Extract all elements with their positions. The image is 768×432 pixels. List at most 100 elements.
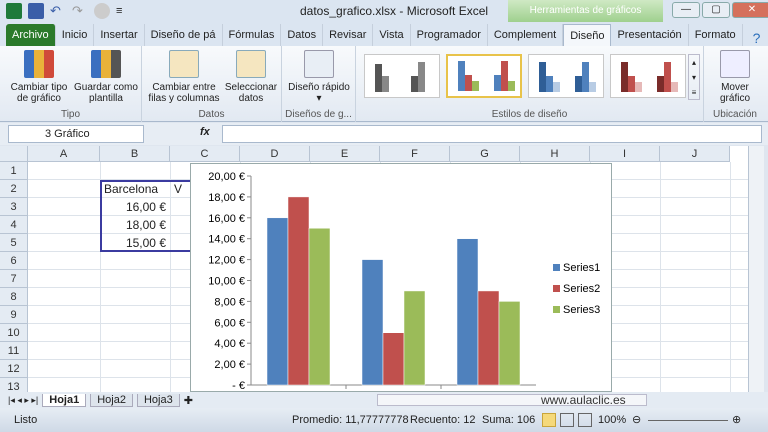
tab-diseno[interactable]: Diseño [563, 24, 612, 46]
row-header[interactable]: 11 [0, 342, 28, 360]
page-layout-icon[interactable] [560, 413, 574, 427]
bar-series2-1 [287, 196, 310, 386]
column-header[interactable]: C [170, 146, 240, 162]
y-tick-label: 6,00 € [214, 317, 245, 329]
close-button[interactable]: ✕ [732, 2, 768, 18]
row-header[interactable]: 10 [0, 324, 28, 342]
bar-series3-2 [403, 290, 426, 386]
tab-insertar[interactable]: Insertar [94, 24, 145, 46]
name-box[interactable]: 3 Gráfico [8, 125, 144, 143]
legend-swatch [553, 285, 560, 292]
column-header[interactable]: A [28, 146, 100, 162]
cell-b4[interactable]: 18,00 € [125, 218, 166, 232]
tab-diseno-pagina[interactable]: Diseño de pá [145, 24, 223, 46]
sheet-tab-hoja1[interactable]: Hoja1 [42, 393, 87, 407]
y-tick-label: 8,00 € [214, 296, 245, 308]
bar-series3-3 [498, 301, 521, 386]
select-data-button[interactable]: Seleccionar datos [222, 50, 280, 104]
quick-access-toolbar: ↶ ↷ ≡ [6, 3, 122, 19]
data-range-highlight [100, 180, 190, 252]
row-header[interactable]: 5 [0, 234, 28, 252]
save-template-button[interactable]: Guardar como plantilla [72, 50, 140, 104]
row-header[interactable]: 1 [0, 162, 28, 180]
new-sheet-icon[interactable]: ✚ [183, 394, 193, 407]
page-break-icon[interactable] [578, 413, 592, 427]
tab-complementos[interactable]: Complement [488, 24, 564, 46]
row-header[interactable]: 7 [0, 270, 28, 288]
row-header[interactable]: 2 [0, 180, 28, 198]
cell-b5[interactable]: 15,00 € [125, 236, 166, 250]
column-header[interactable]: D [240, 146, 310, 162]
maximize-button[interactable]: ▢ [702, 2, 730, 18]
tab-datos[interactable]: Datos [281, 24, 324, 46]
cell-b2[interactable]: Barcelona [104, 182, 159, 196]
row-header[interactable]: 3 [0, 198, 28, 216]
chart[interactable]: - € 2,00 € 4,00 € 6,00 € 8,00 € 10,00 € 12,00 … [190, 163, 612, 392]
column-header[interactable]: G [450, 146, 520, 162]
change-chart-type-button[interactable]: Cambiar tipo de gráfico [6, 50, 72, 104]
tab-revisar[interactable]: Revisar [323, 24, 374, 46]
worksheet-grid[interactable]: A B C D E F G H I J 1 2 3 4 5 6 7 8 9 10 11 12 13 Barcelona V 16,… [0, 146, 748, 392]
sheet-tab-hoja2[interactable]: Hoja2 [90, 393, 133, 407]
tab-inicio[interactable]: Inicio [56, 24, 95, 46]
window-title: datos_grafico.xlsx - Microsoft Excel [300, 4, 489, 18]
formula-input[interactable] [222, 125, 762, 143]
move-chart-icon [720, 50, 750, 78]
chart-style-red[interactable] [610, 54, 686, 98]
vertical-scrollbar[interactable] [748, 146, 764, 392]
undo-icon[interactable]: ↶ [50, 3, 61, 18]
column-header[interactable]: B [100, 146, 170, 162]
column-header[interactable]: F [380, 146, 450, 162]
chart-style-color[interactable] [446, 54, 522, 98]
fx-icon[interactable]: fx [200, 126, 210, 138]
group-estilos: ▴ ▾ ≡ Estilos de diseño [356, 46, 704, 122]
legend-label: Series1 [563, 262, 600, 274]
switch-row-column-button[interactable]: Cambiar entre filas y columnas [146, 50, 222, 104]
column-header[interactable]: H [520, 146, 590, 162]
move-chart-button[interactable]: Mover gráfico [708, 50, 762, 104]
horizontal-scrollbar[interactable] [376, 394, 647, 406]
normal-view-icon[interactable] [542, 413, 556, 427]
column-header[interactable]: I [590, 146, 660, 162]
row-header[interactable]: 9 [0, 306, 28, 324]
quick-layout-button[interactable]: Diseño rápido ▾ [288, 50, 350, 104]
row-header[interactable]: 4 [0, 216, 28, 234]
zoom-slider[interactable] [648, 420, 728, 421]
cell-c2[interactable]: V [174, 182, 183, 196]
tab-programador[interactable]: Programador [411, 24, 488, 46]
column-header[interactable]: E [310, 146, 380, 162]
tab-formato[interactable]: Formato [689, 24, 743, 46]
chart-style-blue[interactable] [528, 54, 604, 98]
tab-presentacion[interactable]: Presentación [611, 24, 689, 46]
sheet-tab-hoja3[interactable]: Hoja3 [136, 393, 180, 407]
column-header[interactable]: J [660, 146, 730, 162]
status-count: Recuento: 12 [410, 414, 476, 426]
y-tick-label: 14,00 € [208, 234, 245, 246]
bar-series1-2 [361, 259, 384, 386]
help-icon[interactable]: ? [752, 30, 761, 46]
zoom-in-icon[interactable]: ⊕ [732, 414, 742, 426]
select-all-corner[interactable] [0, 146, 28, 162]
tab-vista[interactable]: Vista [373, 24, 411, 46]
group-label: Datos [198, 109, 225, 120]
redo-icon[interactable]: ↷ [72, 3, 83, 18]
row-header[interactable]: 8 [0, 288, 28, 306]
customize-qat-icon[interactable]: ≡ [116, 5, 123, 17]
status-average: Promedio: 11,77777778 [292, 414, 409, 426]
blank-icon[interactable] [94, 3, 110, 19]
zoom-level: 100% [598, 414, 627, 426]
tab-formulas[interactable]: Fórmulas [223, 24, 282, 46]
minimize-button[interactable]: — [672, 2, 700, 18]
row-header[interactable]: 6 [0, 252, 28, 270]
bar-series3-1 [308, 228, 331, 386]
chart-style-gray[interactable] [364, 54, 440, 98]
cell-b3[interactable]: 16,00 € [125, 200, 166, 214]
tab-archivo[interactable]: Archivo [6, 24, 56, 46]
save-icon[interactable] [28, 3, 44, 19]
zoom-out-icon[interactable]: ⊖ [632, 414, 642, 426]
styles-scroll[interactable]: ▴ ▾ ≡ [688, 54, 700, 100]
row-header[interactable]: 13 [0, 378, 28, 392]
sheet-nav-icon[interactable]: |◂ ◂ ▸ ▸| [8, 394, 39, 405]
row-header[interactable]: 12 [0, 360, 28, 378]
group-label: Estilos de diseño [491, 109, 568, 120]
